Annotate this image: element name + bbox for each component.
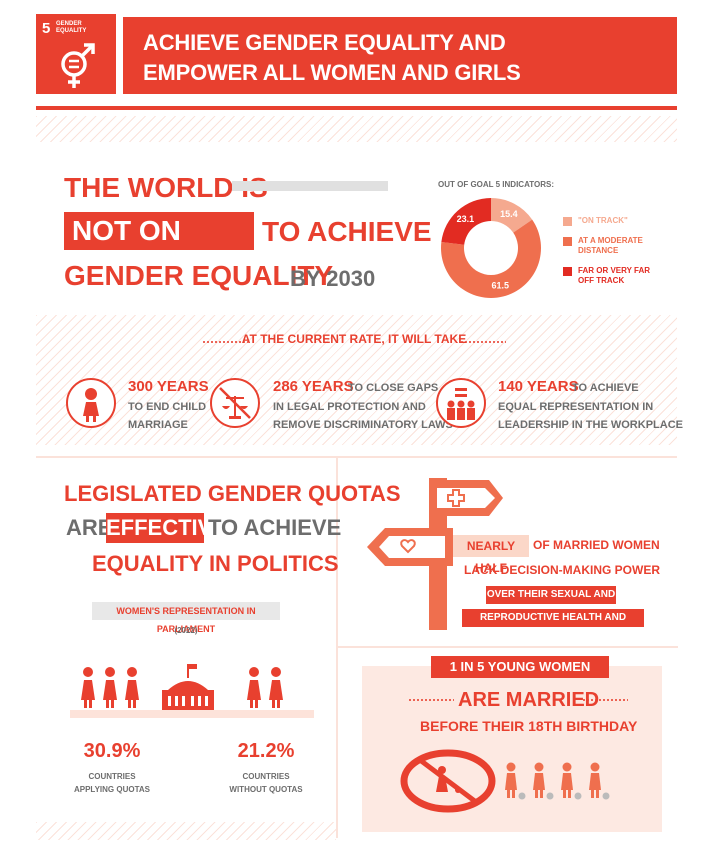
indicators-donut-chart: 15.4 61.5 23.1 xyxy=(441,198,541,298)
decor-gray-bar xyxy=(232,181,388,191)
dots-married-left xyxy=(408,698,454,702)
legend-swatch-on-track xyxy=(563,217,572,226)
rate-inline-3: TO ACHIEVE xyxy=(572,382,639,394)
rate-desc-3a: EQUAL REPRESENTATION IN xyxy=(498,401,654,413)
rate-desc-1b: MARRIAGE xyxy=(128,419,188,431)
decision-pill-2: REPRODUCTIVE HEALTH AND RIGHTS xyxy=(462,609,644,641)
rate-desc-1a: TO END CHILD xyxy=(128,401,207,413)
rate-desc-2a: IN LEGAL PROTECTION AND xyxy=(273,401,426,413)
slice-on-track-label: 15.4 xyxy=(500,209,518,219)
lack-decision-power: LACK DECISION-MAKING POWER xyxy=(464,563,660,577)
dots-right xyxy=(460,340,506,344)
rate-years-2: 286 YEARS xyxy=(273,378,354,395)
right-column-divider xyxy=(338,646,678,648)
quotas-headline-line3: EQUALITY IN POLITICS xyxy=(92,551,339,576)
ring-illustration xyxy=(400,749,496,813)
world-headline-to-achieve: TO ACHIEVE xyxy=(262,216,432,247)
of-married-women: OF MARRIED WOMEN xyxy=(533,538,660,552)
parliament-year: (2022) xyxy=(174,626,198,635)
column-divider xyxy=(336,458,338,838)
quotas-to-achieve: TO ACHIEVE xyxy=(208,515,342,540)
parliament-illustration xyxy=(70,664,314,718)
scales-icon xyxy=(210,378,260,428)
rate-years-1: 300 YEARS xyxy=(128,378,209,395)
hatch-band-bottom xyxy=(36,822,336,840)
slice-far xyxy=(441,198,491,245)
slice-far-label: 23.1 xyxy=(457,214,475,224)
legend-swatch-far xyxy=(563,267,572,276)
quotas-are: ARE xyxy=(66,515,113,540)
quotas-left-label-2: APPLYING QUOTAS xyxy=(73,785,150,794)
rate-hatched-panel xyxy=(36,315,677,445)
rate-desc-3b: LEADERSHIP IN THE WORKPLACE xyxy=(498,419,683,431)
quotas-effective-highlight: EFFECTIVE xyxy=(106,513,227,543)
quotas-right-label-2: WITHOUT QUOTAS xyxy=(229,785,303,794)
world-headline-gender-equality: GENDER EQUALITY xyxy=(64,260,334,291)
slice-moderate-label: 61.5 xyxy=(491,280,509,290)
are-married: ARE MARRIED xyxy=(458,689,600,711)
nearly-half-highlight: NEARLY HALF xyxy=(453,535,529,575)
quotas-right-label-1: COUNTRIES xyxy=(242,772,290,781)
rate-inline-2: TO CLOSE GAPS xyxy=(348,382,439,394)
before-18th-birthday: BEFORE THEIR 18TH BIRTHDAY xyxy=(420,718,638,734)
world-headline-by-year: BY 2030 xyxy=(290,266,376,291)
quotas-left-label-1: COUNTRIES xyxy=(88,772,136,781)
slice-moderate xyxy=(441,219,541,298)
header-divider xyxy=(36,106,677,110)
child-icon xyxy=(66,378,116,428)
quotas-left-value: 30.9% xyxy=(83,740,141,762)
slice-on-track xyxy=(491,198,533,233)
goal-label: GENDER EQUALITY xyxy=(56,21,87,34)
quotas-headline-line1: LEGISLATED GENDER QUOTAS xyxy=(64,481,401,506)
quotas-right-value: 21.2% xyxy=(237,740,295,762)
one-in-five-badge: 1 IN 5 YOUNG WOMEN xyxy=(431,656,609,678)
signpost-illustration xyxy=(367,478,503,630)
section-divider xyxy=(36,456,677,458)
goal-title-banner: ACHIEVE GENDER EQUALITY AND EMPOWER ALL … xyxy=(123,17,677,94)
decision-pill-1: OVER THEIR SEXUAL AND xyxy=(486,586,616,604)
goal-badge: 5 GENDER EQUALITY xyxy=(36,14,116,94)
gender-symbol-icon xyxy=(61,43,95,88)
dots-married-right xyxy=(582,698,628,702)
dots-left xyxy=(202,340,248,344)
married-panel xyxy=(362,666,662,832)
young-women-illustration xyxy=(505,762,610,800)
goal-number: 5 xyxy=(42,20,51,37)
legend-swatch-moderate xyxy=(563,237,572,246)
goal-title-line1: ACHIEVE GENDER EQUALITY AND xyxy=(143,30,506,55)
hatch-band-top xyxy=(36,116,677,142)
not-on-track-highlight: NOT ON TRACK xyxy=(64,212,254,284)
parliament-label: WOMEN'S REPRESENTATION IN PARLIAMENT xyxy=(92,602,280,634)
people-equal-icon xyxy=(436,378,486,428)
rate-years-3: 140 YEARS xyxy=(498,378,579,395)
rate-title: AT THE CURRENT RATE, IT WILL TAKE xyxy=(241,332,467,346)
chart-title: OUT OF GOAL 5 INDICATORS: xyxy=(438,180,555,189)
rate-desc-2b: REMOVE DISCRIMINATORY LAWS xyxy=(273,419,453,431)
goal-title-line2: EMPOWER ALL WOMEN AND GIRLS xyxy=(143,60,521,85)
